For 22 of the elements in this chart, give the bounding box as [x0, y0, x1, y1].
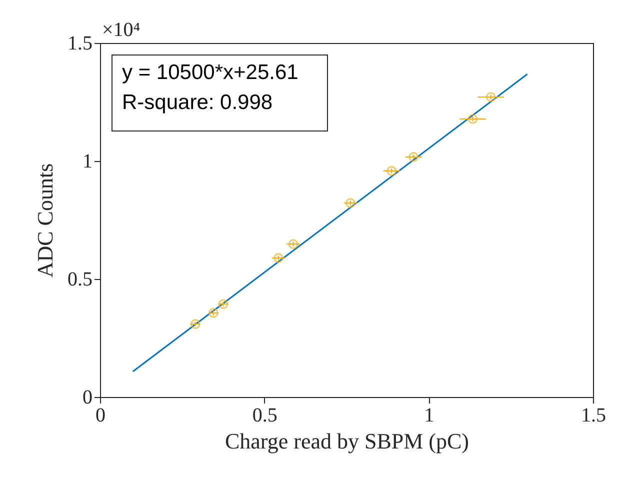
point: [274, 253, 284, 263]
point: [486, 92, 496, 102]
point: [468, 114, 478, 124]
x-tick-label: 0.5: [252, 404, 278, 426]
point: [386, 166, 396, 176]
point: [288, 239, 298, 249]
point: [346, 198, 356, 208]
annotation: R-square: 0.998: [122, 91, 273, 114]
point: [190, 319, 200, 329]
point: [208, 308, 218, 318]
x-tick-label: 1: [424, 404, 434, 426]
point: [408, 152, 418, 162]
y-tick-label: 1.5: [68, 32, 92, 54]
y-tick-label: 1: [82, 150, 92, 172]
x-axis-title: Charge read by SBPM (pC): [224, 428, 470, 454]
text: ×10⁴: [102, 19, 140, 41]
x-tick-label: 1.5: [581, 404, 606, 426]
y-axis-title: ADC Counts: [32, 163, 58, 278]
y-tick-label: 0: [82, 386, 92, 408]
y-tick-label: 0.5: [68, 268, 92, 290]
annotation: y = 10500*x+25.61: [122, 61, 298, 84]
point: [218, 299, 228, 309]
